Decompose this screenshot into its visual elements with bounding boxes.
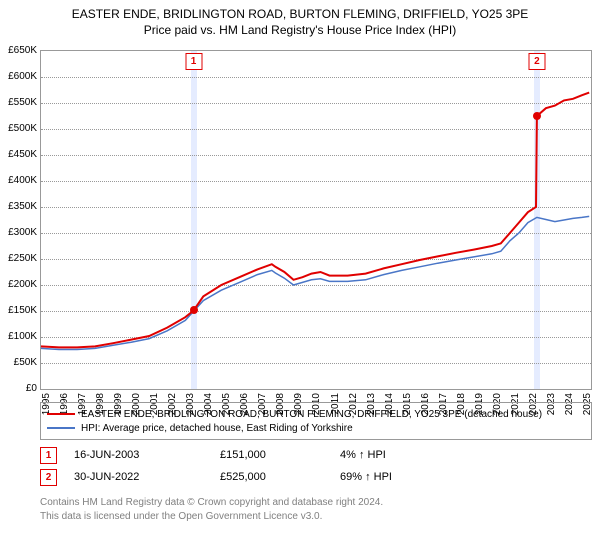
y-axis-label: £300K <box>1 227 37 238</box>
y-axis-label: £400K <box>1 175 37 186</box>
y-axis-label: £0 <box>1 383 37 394</box>
y-axis-label: £100K <box>1 331 37 342</box>
y-axis-label: £50K <box>1 357 37 368</box>
y-axis-label: £450K <box>1 149 37 160</box>
table-row: 1 16-JUN-2003 £151,000 4% ↑ HPI <box>40 444 592 466</box>
legend: EASTER ENDE, BRIDLINGTON ROAD, BURTON FL… <box>40 402 592 440</box>
chart-lines <box>41 51 591 389</box>
price-chart: 12£0£50K£100K£150K£200K£250K£300K£350K£4… <box>40 50 592 390</box>
y-axis-label: £350K <box>1 201 37 212</box>
series-property <box>41 93 589 348</box>
sale-pct-1: 4% ↑ HPI <box>340 449 420 461</box>
chart-title: EASTER ENDE, BRIDLINGTON ROAD, BURTON FL… <box>0 0 600 38</box>
y-axis-label: £550K <box>1 97 37 108</box>
y-axis-label: £600K <box>1 71 37 82</box>
sale-pct-2: 69% ↑ HPI <box>340 471 420 483</box>
table-row: 2 30-JUN-2022 £525,000 69% ↑ HPI <box>40 466 592 488</box>
sale-marker-2: 2 <box>40 469 57 486</box>
title-line1: EASTER ENDE, BRIDLINGTON ROAD, BURTON FL… <box>0 6 600 22</box>
sale-price-2: £525,000 <box>220 471 340 483</box>
legend-label-property: EASTER ENDE, BRIDLINGTON ROAD, BURTON FL… <box>81 409 542 420</box>
sale-dot-2 <box>533 112 541 120</box>
legend-item-hpi: HPI: Average price, detached house, East… <box>47 421 585 435</box>
y-axis-label: £150K <box>1 305 37 316</box>
y-axis-label: £650K <box>1 45 37 56</box>
sale-date-2: 30-JUN-2022 <box>74 471 220 483</box>
y-axis-label: £250K <box>1 253 37 264</box>
legend-swatch-hpi <box>47 427 75 429</box>
sale-marker-1: 1 <box>40 447 57 464</box>
legend-item-property: EASTER ENDE, BRIDLINGTON ROAD, BURTON FL… <box>47 407 585 421</box>
footer: Contains HM Land Registry data © Crown c… <box>40 496 592 523</box>
y-axis-label: £500K <box>1 123 37 134</box>
legend-swatch-property <box>47 413 75 415</box>
title-line2: Price paid vs. HM Land Registry's House … <box>0 22 600 38</box>
y-axis-label: £200K <box>1 279 37 290</box>
sale-date-1: 16-JUN-2003 <box>74 449 220 461</box>
sale-price-1: £151,000 <box>220 449 340 461</box>
sale-dot-1 <box>190 306 198 314</box>
sales-table: 1 16-JUN-2003 £151,000 4% ↑ HPI 2 30-JUN… <box>40 444 592 488</box>
footer-line2: This data is licensed under the Open Gov… <box>40 510 592 524</box>
footer-line1: Contains HM Land Registry data © Crown c… <box>40 496 592 510</box>
legend-label-hpi: HPI: Average price, detached house, East… <box>81 423 353 434</box>
